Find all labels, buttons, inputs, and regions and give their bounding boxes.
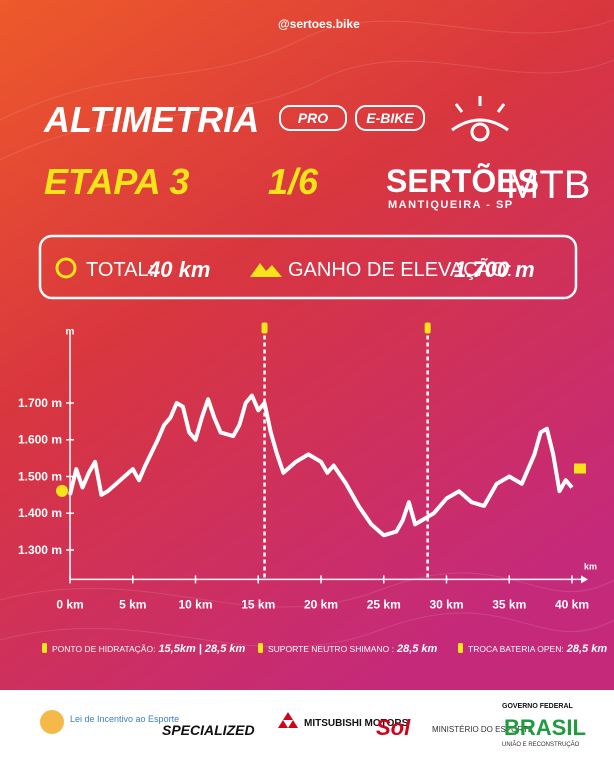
x-tick-label: 5 km [119, 597, 146, 611]
y-tick-label: 1.700 m [18, 396, 62, 410]
sponsor: UNIÃO E RECONSTRUÇÃO [502, 741, 580, 748]
fraction: 1/6 [268, 161, 319, 202]
sponsor-logo [40, 710, 64, 734]
sponsor: SPECIALIZED [162, 722, 255, 738]
finish-flag [574, 463, 586, 474]
legend-label: PONTO DE HIDRATAÇÃO: [52, 644, 155, 654]
legend-value: 15,5km | 28,5 km [158, 643, 245, 655]
legend-icon [258, 643, 263, 653]
legend-icon [458, 643, 463, 653]
elevation-line [68, 393, 574, 538]
route-icon [55, 257, 77, 279]
tag: E-BIKE [366, 110, 414, 126]
sponsor: Lei de Incentivo ao Esporte [70, 714, 179, 724]
sponsor: MITSUBISHI MOTORS [304, 718, 409, 729]
y-tick-label: 1.600 m [18, 433, 62, 447]
x-tick-label: 15 km [241, 597, 275, 611]
legend-entry: PONTO DE HIDRATAÇÃO: 15,5km | 28,5 km [52, 643, 246, 655]
x-tick-label: 20 km [304, 597, 338, 611]
tag-box [355, 105, 425, 131]
tag: PRO [298, 110, 328, 126]
y-tick-label: 1.300 m [18, 543, 62, 557]
brand-place: MANTIQUEIRA - SP [388, 199, 514, 211]
stage: ETAPA 3 [44, 161, 189, 202]
legend-label: TROCA BATERIA OPEN: [468, 644, 564, 654]
legend-entry: SUPORTE NEUTRO SHIMANO :28,5 km [268, 643, 438, 655]
sponsor-logo [278, 712, 298, 728]
total-label: TOTAL: [86, 259, 154, 281]
legend-icon [42, 643, 47, 653]
legend-label: SUPORTE NEUTRO SHIMANO : [268, 644, 394, 654]
legend-value: 28,5 km [396, 643, 438, 655]
brand: SERTÕES [386, 163, 539, 199]
y-axis-label: m [66, 327, 75, 338]
start-icon [56, 484, 68, 497]
legend-entry: TROCA BATERIA OPEN: 28,5 km [468, 643, 607, 655]
axis-arrow [581, 575, 588, 584]
x-tick-label: 40 km [555, 597, 589, 611]
x-tick-label: 10 km [178, 597, 212, 611]
x-tick-label: 25 km [367, 597, 401, 611]
tag-box [279, 105, 347, 131]
marker-icon [424, 322, 431, 334]
brand-icon [451, 96, 509, 142]
contours [0, 19, 614, 648]
background [0, 0, 614, 690]
marker-icon [261, 322, 268, 334]
total-value: 40 km [147, 257, 210, 282]
sponsor: Sol [376, 715, 411, 740]
y-tick-label: 1.500 m [18, 469, 62, 483]
x-tick-label: 35 km [492, 597, 526, 611]
footer-band [0, 690, 614, 768]
handle: @sertoes.bike [278, 17, 360, 31]
legend-value: 28,5 km [566, 643, 608, 655]
legend: PONTO DE HIDRATAÇÃO: 15,5km | 28,5 km SUPO… [42, 643, 607, 655]
sponsor: MINISTÉRIO DO ESPORTE [432, 725, 533, 734]
x-axis-label: km [584, 561, 597, 571]
x-tick-label: 30 km [429, 597, 463, 611]
gain-value: 1.700 m [454, 257, 535, 282]
gain-label: GANHO DE ELEVAÇÃO: [288, 257, 512, 281]
sponsor: BRASIL [504, 715, 586, 740]
summary-box [38, 234, 578, 300]
x-tick-label: 0 km [56, 597, 83, 611]
title: ALTIMETRIA [43, 99, 259, 140]
mountain-icon [250, 263, 282, 277]
chart: m km 1.300 m 1.400 m 1.500 m 1.600 m 1.700 m 0 … [18, 322, 597, 611]
brand-suffix: MTB [506, 163, 590, 207]
y-tick-label: 1.400 m [18, 506, 62, 520]
sponsor: GOVERNO FEDERAL [502, 703, 574, 710]
